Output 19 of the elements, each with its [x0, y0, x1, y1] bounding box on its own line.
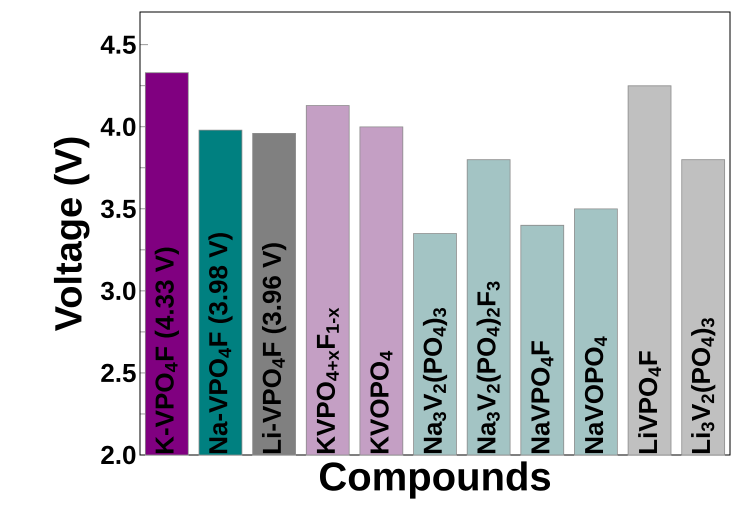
x-tick-label: Li$_{3}$V$_{2}$(PO$_{4}$)$_{3}$ — [691, 318, 716, 454]
x-tick-label: K-VPO$_{4}$F (4.33 V) — [154, 248, 179, 454]
y-tick-label: 3.5 — [100, 200, 136, 218]
y-tick-label: 4.0 — [100, 118, 136, 136]
x-tick-label: NaVPO$_{4}$F — [531, 341, 554, 454]
y-axis-title: Voltage (V) — [54, 138, 90, 332]
y-tick-label: 2.0 — [101, 446, 136, 464]
category-label: Na$_{3}$V$_{2}$(PO$_{4}$)$_{2}$F$_{3}$ — [476, 282, 501, 454]
x-tick-label: NaVOPO$_{4}$ — [584, 336, 607, 454]
x-axis-title: Compounds — [320, 461, 550, 499]
y-tick-label: 3.0 — [100, 282, 136, 300]
x-tick-label: LiVPO$_{4}$F — [638, 351, 661, 454]
x-tick-label: Na$_{3}$V$_{2}$(PO$_{4}$)$_{3}$ — [422, 308, 448, 454]
x-tick-label: KVPO$_{4+x}$F$_{1-x}$ — [316, 308, 339, 454]
x-tick-label: Li-VPO$_{4}$F (3.96 V) — [262, 243, 286, 454]
y-tick-label: 2.5 — [101, 364, 136, 382]
x-tick-label: Na-VPO$_{4}$F (3.98 V) — [208, 233, 233, 454]
x-tick-label: KVOPO$_{4}$ — [370, 350, 392, 454]
y-tick-label: 4.5 — [100, 36, 136, 54]
